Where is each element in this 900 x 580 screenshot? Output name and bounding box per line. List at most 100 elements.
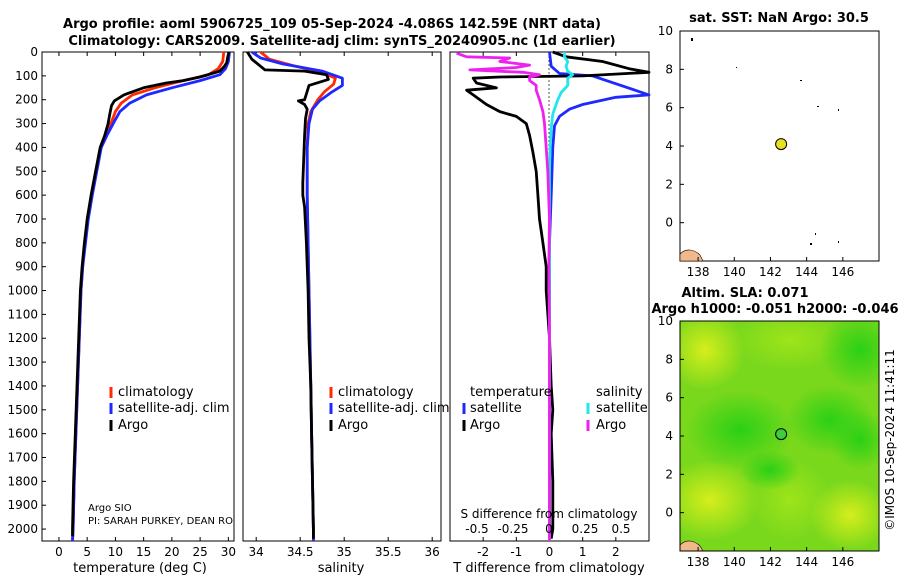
legend-t-argo: Argo xyxy=(470,418,500,433)
map-x-tick-label: 146 xyxy=(831,265,854,279)
salinity-xlabel: salinity xyxy=(318,561,365,576)
y-tick-label: 400 xyxy=(15,140,38,154)
series-temperature-satellite xyxy=(548,51,651,541)
secondary-xlabel: S difference from climatology xyxy=(461,507,638,521)
y-tick-label: 1500 xyxy=(7,403,38,417)
sst-map-panel: 138 140 142 144 146 0 2 4 6 8 10 sat. SST: NaN Arg… xyxy=(658,11,880,279)
salinity-panel: 34 34.5 35 35.5 36 salinity climatology sate… xyxy=(242,50,450,576)
x-tick-label: 25 xyxy=(192,545,207,559)
map-x-tick-label: 140 xyxy=(723,555,746,569)
y-tick-label: 200 xyxy=(15,93,38,107)
secondary-x-tick-label: 0 xyxy=(545,522,553,536)
secondary-x-tick-label: 0.25 xyxy=(572,522,599,536)
series-temperature-argo xyxy=(465,50,651,539)
map-y-tick-label: 10 xyxy=(658,314,673,328)
legend-s-satellite: satellite xyxy=(596,401,648,416)
temperature-xlabel: temperature (deg C) xyxy=(73,561,207,576)
temperature-axes xyxy=(41,51,235,542)
y-tick-label: 900 xyxy=(15,260,38,274)
legend-satellite: satellite-adj. clim xyxy=(338,401,450,416)
x-tick-label: 35.5 xyxy=(375,545,402,559)
sla-map-panel: 138 140 142 144 146 0 2 4 6 8 10 Altim. SLA: 0.071… xyxy=(651,286,898,569)
y-tick-label: 0 xyxy=(30,45,38,59)
x-tick-label: 35 xyxy=(337,545,352,559)
imos-stamp: ©IMOS 10-Sep-2024 11:41:11 xyxy=(883,349,897,531)
y-tick-label: 600 xyxy=(15,188,38,202)
x-tick-label: 0 xyxy=(546,545,554,559)
legend-satellite: satellite-adj. clim xyxy=(118,401,230,416)
sla-heatmap xyxy=(680,321,879,551)
map-y-tick-label: 0 xyxy=(665,216,673,230)
legend-argo: Argo xyxy=(118,418,148,433)
x-tick-label: 0 xyxy=(55,545,63,559)
legend-climatology: climatology xyxy=(118,385,194,400)
y-tick-label: 1600 xyxy=(7,427,38,441)
x-tick-label: 30 xyxy=(221,545,236,559)
sla-map-title: Altim. SLA: 0.071 xyxy=(682,286,809,301)
map-x-tick-label: 138 xyxy=(687,265,710,279)
map-x-tick-label: 142 xyxy=(759,265,782,279)
salinity-axes xyxy=(242,51,442,542)
map-y-tick-label: 4 xyxy=(665,139,673,153)
series-salinity-argo xyxy=(456,51,551,541)
y-tick-label: 300 xyxy=(15,117,38,131)
title-line-1: Argo profile: aoml 5906725_109 05-Sep-20… xyxy=(63,17,601,32)
secondary-x-tick-label: 0.5 xyxy=(611,522,630,536)
temperature-panel: 0100200300400500600700800900100011001200… xyxy=(7,45,236,576)
y-tick-label: 1900 xyxy=(7,498,38,512)
y-tick-label: 800 xyxy=(15,236,38,250)
sst-map-title: sat. SST: NaN Argo: 30.5 xyxy=(689,11,869,26)
map-x-tick-label: 144 xyxy=(795,555,818,569)
sla-map-subtitle: Argo h1000: -0.051 h2000: -0.046 xyxy=(651,302,898,317)
secondary-x-tick-label: -0.25 xyxy=(497,522,528,536)
y-tick-label: 1300 xyxy=(7,355,38,369)
map-x-tick-label: 142 xyxy=(759,555,782,569)
legend-s-argo: Argo xyxy=(596,418,626,433)
x-tick-label: 20 xyxy=(164,545,179,559)
map-y-tick-label: 8 xyxy=(665,62,673,76)
title-line-2: Climatology: CARS2009. Satellite-adj cli… xyxy=(68,34,615,49)
map-x-tick-label: 140 xyxy=(723,265,746,279)
x-tick-label: 36 xyxy=(425,545,440,559)
y-tick-label: 1000 xyxy=(7,284,38,298)
y-tick-label: 500 xyxy=(15,164,38,178)
map-y-tick-label: 6 xyxy=(665,101,673,115)
map-x-tick-label: 144 xyxy=(795,265,818,279)
series-salinity-satellite xyxy=(548,52,575,541)
x-tick-label: 1 xyxy=(579,545,587,559)
x-tick-label: 5 xyxy=(83,545,91,559)
secondary-x-tick-label: -0.5 xyxy=(465,522,488,536)
pi-label: PI: SARAH PURKEY, DEAN RO xyxy=(88,516,233,527)
salinity-legend: climatology satellite-adj. clim Argo xyxy=(329,385,450,433)
x-tick-label: -1 xyxy=(510,545,522,559)
legend-temperature-title: temperature xyxy=(470,385,552,400)
x-tick-label: 34 xyxy=(249,545,264,559)
y-tick-label: 1100 xyxy=(7,307,38,321)
x-tick-label: -2 xyxy=(477,545,489,559)
y-tick-label: 700 xyxy=(15,212,38,226)
map-y-tick-label: 4 xyxy=(665,429,673,443)
x-tick-label: 10 xyxy=(108,545,123,559)
difference-legend: temperature satellite Argo salinity sate… xyxy=(462,385,648,433)
map-x-tick-label: 138 xyxy=(687,555,710,569)
y-tick-label: 1800 xyxy=(7,474,38,488)
sst-land-patch xyxy=(679,249,704,262)
series-argo xyxy=(71,51,231,537)
legend-climatology: climatology xyxy=(338,385,414,400)
y-tick-label: 100 xyxy=(15,69,38,83)
operator-label: Argo SIO xyxy=(88,503,132,514)
difference-panel: -2 -1 0 1 2 S difference from climatology -0… xyxy=(449,50,651,576)
difference-xlabel: T difference from climatology xyxy=(452,561,645,576)
y-tick-label: 2000 xyxy=(7,522,38,536)
sst-coast-specks xyxy=(691,38,839,245)
map-x-tick-label: 146 xyxy=(831,555,854,569)
y-tick-label: 1200 xyxy=(7,331,38,345)
legend-argo: Argo xyxy=(338,418,368,433)
map-y-tick-label: 2 xyxy=(665,177,673,191)
argo-position-marker xyxy=(775,428,788,441)
x-tick-label: 2 xyxy=(612,545,620,559)
argo-position-marker xyxy=(775,138,788,151)
x-tick-label: 15 xyxy=(136,545,151,559)
legend-t-satellite: satellite xyxy=(470,401,522,416)
